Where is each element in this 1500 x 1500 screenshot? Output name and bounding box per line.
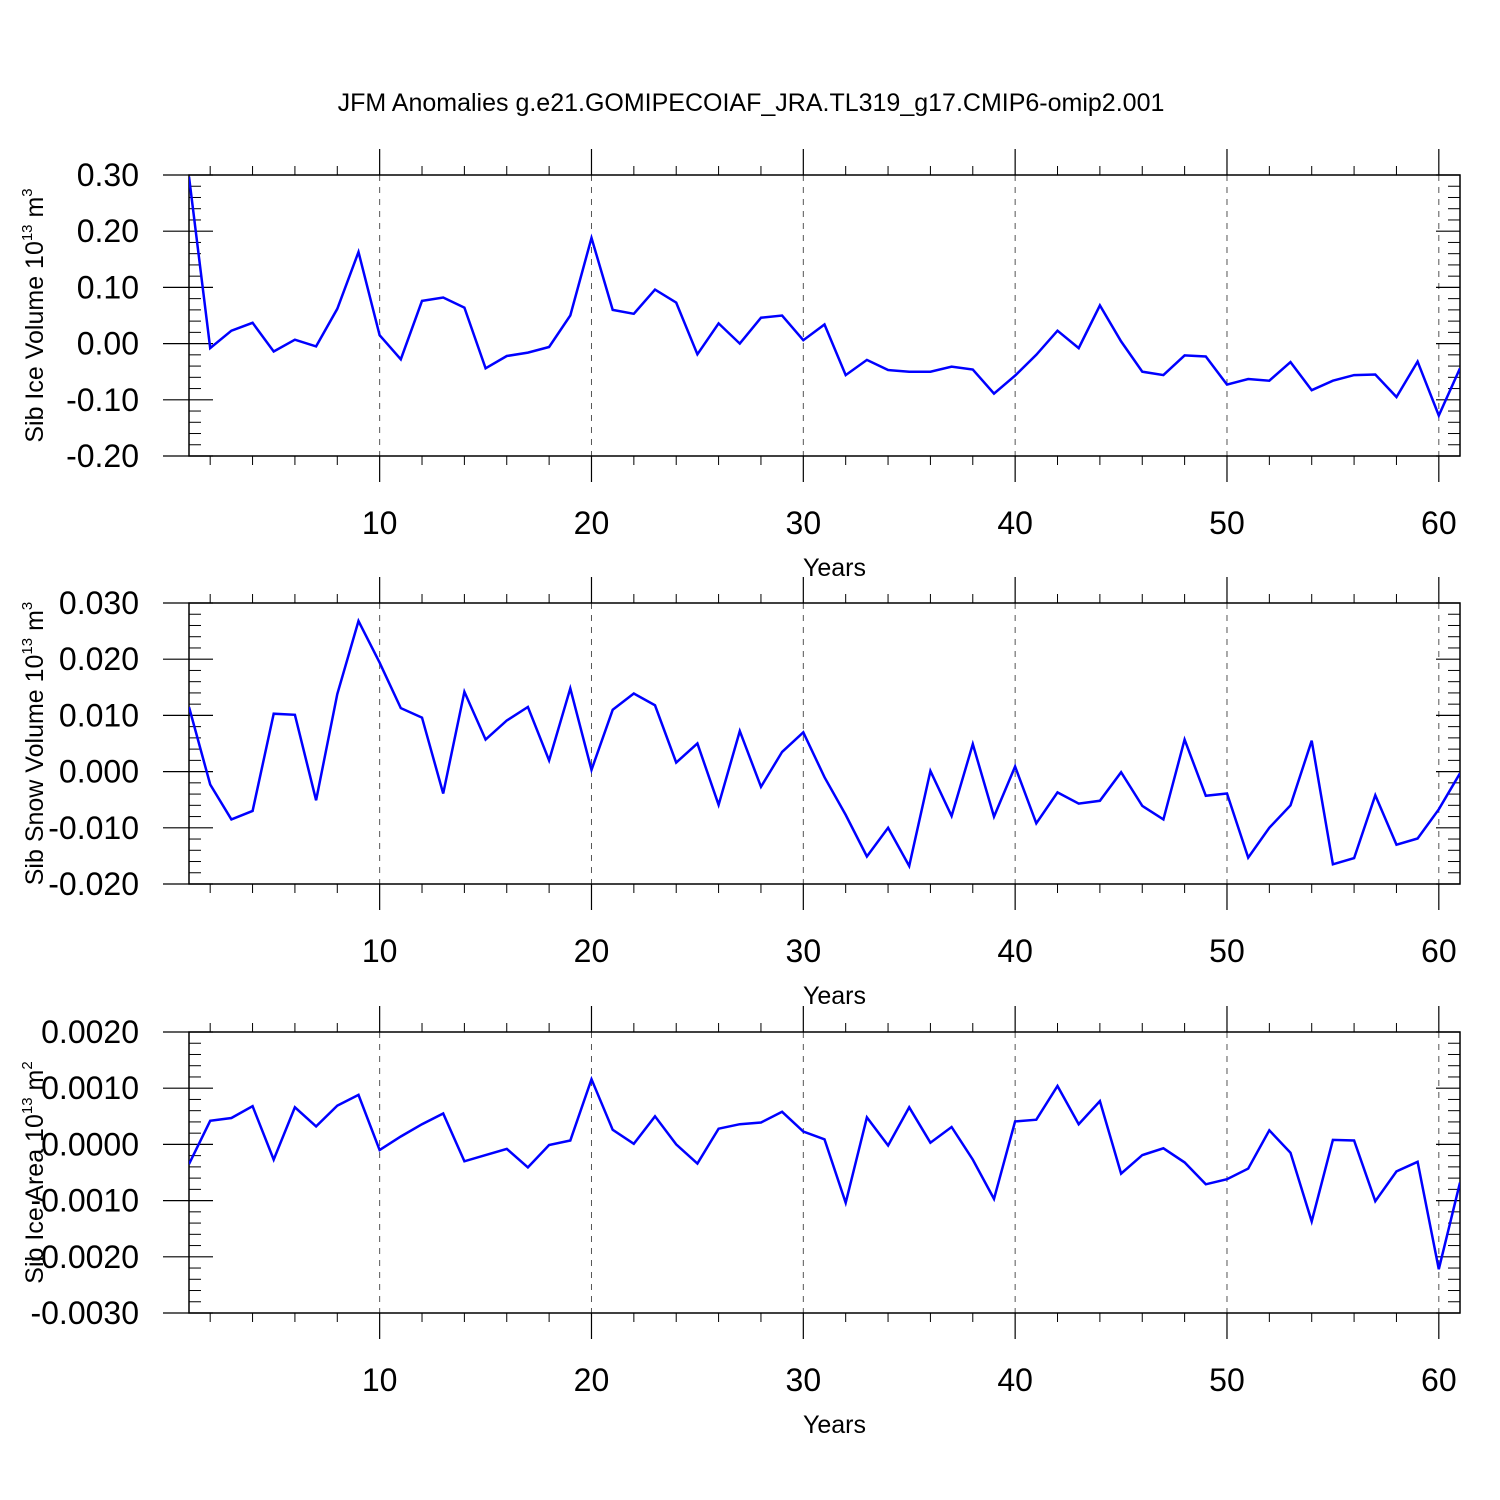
series-line bbox=[189, 176, 1460, 419]
panels-container: 10 20 30 40 50 60 -0.20 -0.10 0.00 0.10 0.20 0.30 Ye… bbox=[19, 149, 1461, 1439]
series-line bbox=[189, 617, 1460, 870]
x-tick-label: 40 bbox=[997, 933, 1033, 969]
plot-frame bbox=[188, 174, 1461, 457]
y-tick-label: -0.10 bbox=[66, 382, 139, 418]
x-tick-label: 30 bbox=[786, 505, 822, 541]
y-tick-label: -0.0020 bbox=[30, 1239, 139, 1275]
y-tick-label: 0.0010 bbox=[41, 1070, 139, 1106]
y-tick-label: 0.030 bbox=[59, 585, 139, 621]
x-axis-label: Years bbox=[803, 554, 866, 582]
x-tick-label: 40 bbox=[997, 505, 1033, 541]
x-tick-label: 50 bbox=[1209, 933, 1245, 969]
chart-panel-3: 10 20 30 40 50 60 -0.0030 -0.0020 -0.0010 0.0000 0… bbox=[19, 1006, 1461, 1439]
y-tick-label: 0.0000 bbox=[41, 1126, 139, 1162]
x-axis-label: Years bbox=[803, 1411, 866, 1439]
plot-frame bbox=[188, 602, 1461, 885]
y-tick-label: 0.0020 bbox=[41, 1014, 139, 1050]
y-tick-label: -0.010 bbox=[48, 810, 139, 846]
chart-panel-1: 10 20 30 40 50 60 -0.20 -0.10 0.00 0.10 0.20 0.30 Ye… bbox=[19, 149, 1461, 582]
series-line bbox=[189, 1075, 1460, 1270]
y-axis-label: Sib Snow Volume 1013 m3 bbox=[19, 602, 49, 886]
x-tick-label: 20 bbox=[574, 1362, 610, 1398]
y-tick-label: 0.10 bbox=[77, 269, 139, 305]
y-tick-label: -0.020 bbox=[48, 866, 139, 902]
y-tick-label: 0.30 bbox=[77, 157, 139, 193]
x-tick-label: 10 bbox=[362, 933, 398, 969]
x-tick-label: 20 bbox=[574, 505, 610, 541]
x-tick-label: 60 bbox=[1421, 505, 1457, 541]
x-tick-label: 10 bbox=[362, 505, 398, 541]
y-tick-label: 0.20 bbox=[77, 213, 139, 249]
y-tick-label: -0.0030 bbox=[30, 1295, 139, 1331]
figure-title: JFM Anomalies g.e21.GOMIPECOIAF_JRA.TL31… bbox=[338, 89, 1165, 117]
y-tick-label: -0.20 bbox=[66, 438, 139, 474]
x-tick-label: 30 bbox=[786, 1362, 822, 1398]
y-tick-label: 0.010 bbox=[59, 697, 139, 733]
y-tick-label: 0.00 bbox=[77, 326, 139, 362]
x-tick-label: 40 bbox=[997, 1362, 1033, 1398]
plot-frame bbox=[188, 1031, 1461, 1314]
x-tick-label: 10 bbox=[362, 1362, 398, 1398]
x-tick-label: 60 bbox=[1421, 933, 1457, 969]
x-tick-label: 30 bbox=[786, 933, 822, 969]
y-tick-label: -0.0010 bbox=[30, 1183, 139, 1219]
y-axis-label: Sib Ice Area 1013 m2 bbox=[19, 1061, 49, 1283]
x-tick-label: 20 bbox=[574, 933, 610, 969]
x-tick-label: 60 bbox=[1421, 1362, 1457, 1398]
y-tick-label: 0.000 bbox=[59, 754, 139, 790]
chart-panel-2: 10 20 30 40 50 60 -0.020 -0.010 0.000 0.010 0.020 0… bbox=[19, 577, 1461, 1010]
y-axis-label: Sib Ice Volume 1013 m3 bbox=[19, 188, 49, 442]
x-tick-label: 50 bbox=[1209, 505, 1245, 541]
y-tick-label: 0.020 bbox=[59, 641, 139, 677]
x-axis-label: Years bbox=[803, 982, 866, 1010]
x-tick-label: 50 bbox=[1209, 1362, 1245, 1398]
